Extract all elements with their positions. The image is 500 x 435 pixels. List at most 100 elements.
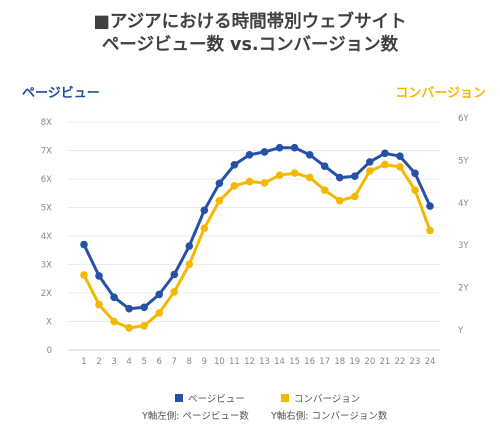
y-right-tick-label: 5Y [458, 156, 469, 166]
y-right-tick-label: Y [457, 326, 464, 336]
data-point-conversions [396, 163, 404, 171]
data-point-conversions [230, 182, 239, 190]
y-left-tick-label: 2X [41, 289, 52, 299]
x-tick-label: 8 [187, 357, 192, 367]
y-right-tick-label: 4Y [458, 199, 469, 209]
chart-title-line1: ■アジアにおける時間帯別ウェブサイト [93, 12, 407, 32]
data-point-conversions [155, 309, 163, 317]
x-tick-label: 22 [394, 357, 405, 367]
right-axis-title: コンバージョン [395, 86, 486, 101]
note-left-axis: Y軸左側: ページビュー数 [142, 411, 249, 422]
data-point-pageviews [335, 173, 344, 182]
data-point-conversions [381, 160, 389, 169]
data-point-conversions [200, 224, 209, 232]
legend-swatch-conversions [281, 394, 289, 402]
x-tick-label: 5 [141, 357, 146, 367]
data-point-conversions [125, 324, 133, 332]
data-point-pageviews [170, 270, 179, 279]
x-tick-label: 18 [334, 357, 345, 367]
data-point-conversions [320, 186, 329, 194]
x-tick-label: 13 [259, 357, 270, 367]
data-point-conversions [335, 196, 344, 205]
data-point-conversions [80, 271, 88, 279]
data-point-conversions [245, 177, 254, 186]
data-point-conversions [275, 171, 284, 179]
data-point-conversions [170, 288, 179, 296]
data-point-pageviews [275, 143, 284, 152]
legend-label-conversions: コンバージョン [294, 394, 361, 405]
data-point-pageviews [260, 148, 269, 156]
data-point-pageviews [411, 169, 419, 178]
series-line-conversions [82, 163, 432, 330]
x-tick-label: 11 [229, 357, 240, 367]
x-tick-label: 21 [379, 357, 390, 367]
y-left-tick-label: 3X [41, 261, 52, 271]
y-left-tick-label: 8X [41, 118, 52, 128]
data-point-pageviews [305, 151, 314, 159]
x-tick-label: 9 [202, 357, 207, 367]
data-point-pageviews [426, 202, 434, 210]
y-right-tick-label: 3Y [458, 241, 469, 251]
data-point-conversions [426, 226, 434, 235]
data-point-conversions [411, 186, 419, 194]
data-point-conversions [140, 322, 148, 330]
y-left-tick-label: 0 [47, 346, 52, 356]
data-point-pageviews [110, 293, 118, 302]
y-left-tick-label: 5X [41, 204, 52, 214]
data-point-conversions [290, 169, 299, 177]
data-point-conversions [260, 179, 269, 187]
y-left-tick-label: 7X [41, 147, 52, 157]
y-right-tick-label: 6Y [458, 114, 469, 124]
data-point-conversions [95, 300, 103, 309]
x-tick-label: 24 [425, 357, 436, 367]
x-tick-label: 6 [157, 357, 162, 367]
data-point-pageviews [125, 304, 133, 313]
left-axis-title: ページビュー [22, 86, 100, 101]
data-point-pageviews [185, 242, 194, 250]
note-right-axis: Y軸右側: コンバージョン数 [271, 411, 388, 422]
data-point-pageviews [351, 172, 359, 180]
legend-label-pageviews: ページビュー [188, 394, 245, 405]
x-tick-label: 14 [274, 357, 285, 367]
data-point-pageviews [155, 290, 163, 299]
legend-swatch-pageviews [175, 394, 183, 402]
data-point-pageviews [230, 161, 239, 169]
x-tick-label: 1 [81, 357, 86, 367]
data-point-conversions [351, 192, 359, 201]
data-point-conversions [305, 173, 314, 182]
x-tick-label: 7 [172, 357, 177, 367]
data-point-pageviews [245, 151, 254, 159]
data-point-conversions [185, 260, 194, 269]
data-point-pageviews [140, 303, 148, 312]
data-point-conversions [110, 317, 118, 326]
data-point-pageviews [366, 158, 374, 166]
x-tick-label: 3 [111, 357, 116, 367]
data-point-pageviews [320, 162, 329, 170]
data-point-pageviews [200, 206, 209, 215]
x-tick-label: 19 [349, 357, 360, 367]
data-point-pageviews [381, 149, 389, 158]
x-tick-label: 20 [364, 357, 375, 367]
y-left-tick-label: X [46, 318, 52, 328]
x-tick-label: 15 [289, 357, 300, 367]
x-tick-label: 10 [214, 357, 225, 367]
series-line-pageviews [82, 146, 432, 311]
data-point-conversions [366, 167, 374, 175]
chart-title-line2: ページビュー数 vs.コンバージョン数 [101, 35, 399, 55]
x-tick-label: 17 [319, 357, 330, 367]
x-tick-label: 16 [304, 357, 315, 367]
data-point-pageviews [396, 152, 404, 160]
data-point-pageviews [95, 272, 103, 280]
y-left-tick-label: 4X [41, 232, 52, 242]
y-right-tick-label: 2Y [458, 284, 469, 294]
x-tick-label: 12 [244, 357, 255, 367]
y-left-tick-label: 6X [41, 175, 52, 185]
legend-item-pageviews: ページビュー [175, 391, 245, 405]
legend-item-conversions: コンバージョン [281, 391, 360, 405]
data-point-pageviews [80, 240, 88, 249]
data-point-pageviews [215, 179, 224, 188]
data-point-pageviews [290, 143, 299, 152]
x-tick-label: 2 [96, 357, 101, 367]
